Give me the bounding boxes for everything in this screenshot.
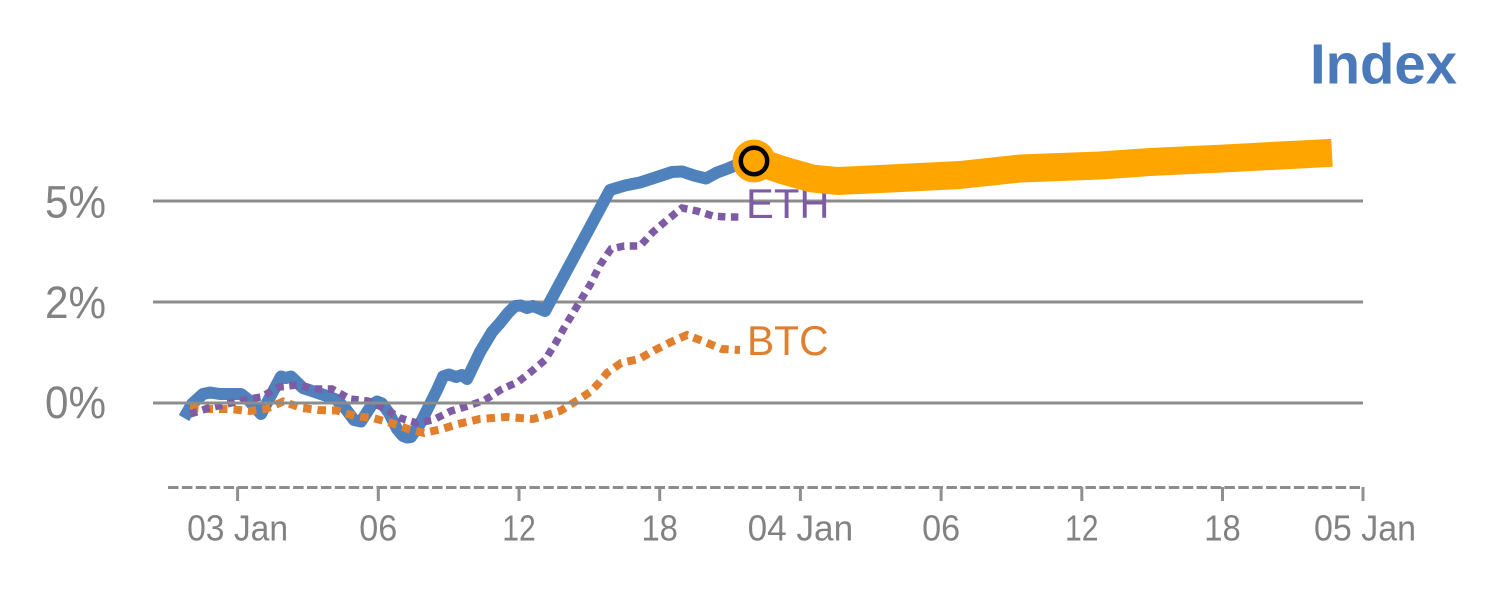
- svg-text:05 Jan: 05 Jan: [1314, 508, 1416, 549]
- svg-text:2%: 2%: [45, 277, 106, 328]
- svg-text:0%: 0%: [45, 377, 106, 428]
- svg-text:06: 06: [922, 508, 960, 549]
- svg-text:06: 06: [359, 508, 397, 549]
- svg-text:BTC: BTC: [747, 317, 829, 364]
- svg-text:12: 12: [1065, 508, 1099, 549]
- svg-text:5%: 5%: [45, 177, 106, 228]
- svg-text:12: 12: [502, 508, 536, 549]
- svg-text:04 Jan: 04 Jan: [748, 508, 854, 549]
- svg-text:03 Jan: 03 Jan: [187, 508, 288, 549]
- svg-text:18: 18: [641, 508, 678, 549]
- svg-text:Index: Index: [1310, 33, 1457, 97]
- svg-text:18: 18: [1204, 508, 1241, 549]
